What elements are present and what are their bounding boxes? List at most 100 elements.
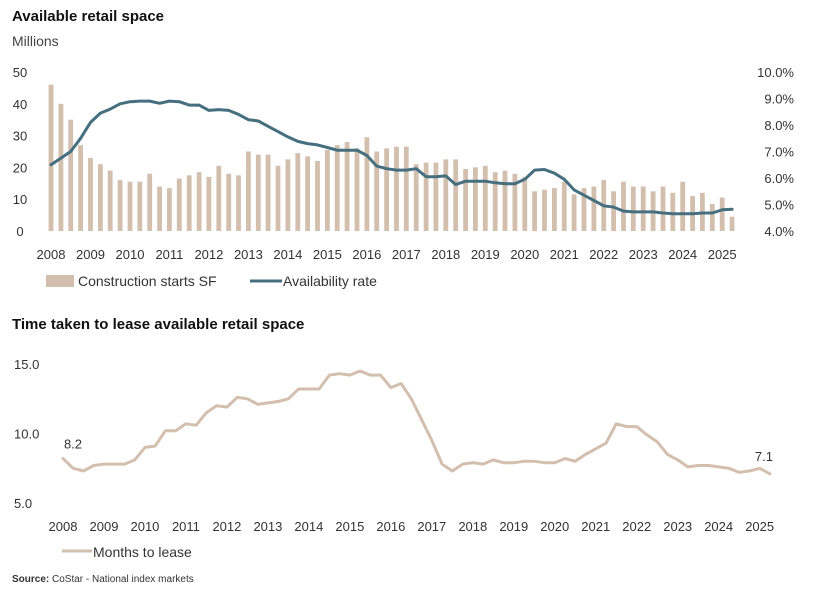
construction-bar [167,188,172,231]
construction-bar [473,167,478,231]
construction-bar [720,198,725,231]
construction-bar [631,187,636,232]
lease-x-axis-tick-label: 2008 [49,519,78,534]
lease-y-axis-tick-label: 10.0 [14,427,39,442]
construction-bar [611,191,616,231]
construction-bar [434,163,439,231]
construction-bar [216,166,221,231]
construction-bar [532,191,537,231]
x-axis-tick-label: 2020 [510,247,539,262]
construction-bar [295,153,300,231]
construction-bar [414,164,419,231]
construction-bar [68,120,73,231]
x-axis-tick-label: 2011 [155,247,183,262]
construction-bar [98,164,103,231]
x-axis-tick-label: 2015 [313,247,342,262]
construction-bar [404,147,409,231]
construction-bar [345,142,350,231]
construction-bar [286,159,291,231]
construction-bar [503,171,508,231]
x-axis-tick-label: 2017 [392,247,421,262]
construction-bar [443,159,448,231]
x-axis-tick-label: 2010 [116,247,145,262]
construction-bar [315,161,320,231]
construction-bar [621,182,626,231]
lease-x-axis-tick-label: 2016 [376,519,405,534]
construction-bar [276,166,281,231]
x-axis-tick-label: 2009 [76,247,105,262]
source-note: Source: CoStar - National index markets [12,574,194,585]
left-axis-tick-label: 10 [13,192,27,207]
left-axis-tick-label: 50 [13,65,27,80]
chart2-title: Time taken to lease available retail spa… [12,316,304,333]
left-axis-tick-label: 20 [13,160,27,175]
construction-bar [49,85,54,231]
lease-x-axis-tick-label: 2014 [294,519,323,534]
x-axis-tick-label: 2022 [589,247,618,262]
construction-bar [226,174,231,231]
left-axis-tick-label: 40 [13,97,27,112]
construction-bar [266,155,271,231]
construction-bar [552,188,557,231]
lease-x-axis-tick-label: 2009 [90,519,119,534]
availability-rate-line [51,101,732,214]
lease-x-axis-tick-label: 2013 [253,519,282,534]
construction-bar [365,137,370,231]
construction-bar [710,204,715,231]
construction-bar [463,169,468,231]
construction-bar [128,182,133,231]
x-axis-tick-label: 2021 [550,247,579,262]
construction-bar [88,158,93,231]
source-label: Source: [12,574,49,585]
construction-bar [335,145,340,231]
right-axis-tick-label: 5.0% [764,198,794,213]
x-axis-tick-label: 2019 [471,247,500,262]
x-axis-tick-label: 2012 [194,247,223,262]
left-axis-tick-label: 0 [16,224,23,239]
construction-bar [78,145,83,231]
right-axis-tick-label: 8.0% [764,118,794,133]
construction-bar [572,194,577,231]
right-axis-tick-label: 6.0% [764,171,794,186]
construction-bar [59,104,64,231]
construction-bar [118,180,123,231]
lease-x-axis-tick-label: 2012 [212,519,241,534]
lease-x-axis-tick-label: 2019 [499,519,528,534]
construction-bar [522,177,527,231]
lease-x-axis-tick-label: 2021 [581,519,610,534]
construction-bar [641,187,646,232]
legend-label-construction: Construction starts SF [78,273,217,289]
construction-bar [424,163,429,231]
availability-chart: 5040302010010.0%9.0%8.0%7.0%6.0%5.0%4.0%… [0,0,838,300]
construction-bar [147,174,152,231]
right-axis-tick-label: 4.0% [764,224,794,239]
construction-bar [207,177,212,231]
construction-bar [246,152,251,232]
construction-bar [187,175,192,231]
source-text: CoStar - National index markets [49,574,194,585]
lease-x-axis-tick-label: 2023 [663,519,692,534]
data-label-start: 8.2 [64,437,82,452]
construction-bar [483,166,488,231]
lease-x-axis-tick-label: 2018 [458,519,487,534]
construction-bar [453,159,458,231]
construction-bar [680,182,685,231]
right-axis-tick-label: 7.0% [764,145,794,160]
construction-bar [355,148,360,231]
lease-x-axis-tick-label: 2022 [622,519,651,534]
construction-bar [542,190,547,231]
lease-y-axis-tick-label: 5.0 [14,496,32,511]
x-axis-tick-label: 2024 [668,247,697,262]
construction-bar [157,187,162,232]
construction-bar [256,155,261,231]
lease-x-axis-tick-label: 2011 [172,519,200,534]
x-axis-tick-label: 2025 [708,247,737,262]
construction-bar [384,148,389,231]
x-axis-tick-label: 2008 [37,247,66,262]
legend-swatch-construction [46,275,74,287]
construction-bar [592,187,597,232]
construction-bar [197,172,202,231]
lease-x-axis-tick-label: 2020 [540,519,569,534]
x-axis-tick-label: 2013 [234,247,263,262]
x-axis-tick-label: 2016 [352,247,381,262]
